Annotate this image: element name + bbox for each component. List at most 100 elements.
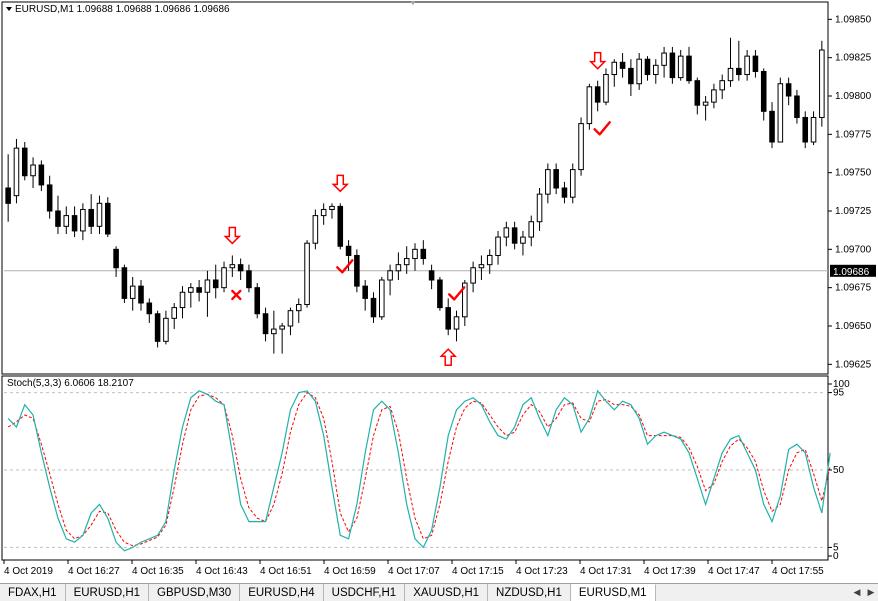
price-tick-label: 1.09650 [835, 321, 872, 332]
candle-bear [246, 270, 252, 289]
candle-bull [179, 291, 186, 309]
check-icon [336, 259, 354, 274]
candle-bear [237, 264, 244, 272]
time-tick-label: 4 Oct 17:15 [452, 566, 504, 577]
candle-bull [188, 287, 194, 293]
tab-eurusd-h4[interactable]: EURUSD,H4 [240, 584, 324, 601]
candle-bull [503, 227, 510, 238]
tab-bar-spacer [656, 584, 850, 601]
candles [5, 37, 825, 354]
candle-bear [769, 110, 775, 143]
candle-bull [204, 279, 211, 293]
price-tick-label: 1.09825 [835, 53, 872, 64]
candle-bull [403, 258, 410, 266]
candle-bear [196, 287, 202, 293]
candle-bear [802, 116, 809, 143]
indicator-panel [1, 375, 829, 561]
triangle-down-icon[interactable] [6, 7, 12, 11]
candle-bear [362, 285, 368, 299]
candle-bear [594, 86, 601, 103]
candle-bear [345, 245, 352, 256]
time-tick-label: 4 Oct 16:43 [196, 566, 248, 577]
tab-eurusd-m1[interactable]: EURUSD,M1 [570, 584, 656, 601]
stochastic-tick-label: 0 [833, 551, 839, 562]
tab-nzdusd-h1[interactable]: NZDUSD,H1 [488, 584, 571, 601]
candle-bull [569, 169, 576, 198]
candle-bear [5, 187, 11, 204]
candle-bull [677, 55, 684, 79]
symbol-info: EURUSD,M1 1.09688 1.09688 1.09686 1.0968… [15, 4, 230, 15]
time-axis: 4 Oct 2019 4 Oct 16:27 4 Oct 16:35 4 Oct 16… [3, 560, 824, 577]
candle-bull [412, 248, 418, 260]
price-tick-label: 1.09750 [835, 168, 872, 179]
candle-bear [794, 95, 800, 118]
candle-bull [719, 80, 725, 91]
tab-gbpusd-m30[interactable]: GBPUSD,M30 [149, 584, 241, 601]
candle-bear [21, 147, 28, 177]
current-price-label: 1.09686 [833, 267, 870, 278]
candle-bear [121, 267, 128, 299]
candle-bull [486, 254, 493, 266]
candle-bull [528, 221, 535, 238]
price-axis: 1.09850 1.09825 1.09800 1.09775 1.09750 1.097… [828, 14, 876, 370]
check-icon [448, 286, 466, 301]
tab-eurusd-h1[interactable]: EURUSD,H1 [66, 584, 150, 601]
candle-bear [370, 297, 377, 318]
candle-bear [644, 58, 651, 76]
candle-bull [379, 279, 385, 318]
time-tick-label: 4 Oct 17:07 [388, 566, 440, 577]
candle-bear [212, 279, 219, 289]
price-panel [1, 1, 829, 375]
candle-bull [312, 215, 319, 244]
price-tick-label: 1.09675 [835, 283, 872, 294]
candle-bear [760, 70, 767, 112]
candle-bear [337, 205, 344, 247]
candle-bull [661, 52, 667, 66]
tab-usdchf-h1[interactable]: USDCHF,H1 [324, 584, 406, 601]
signals [223, 51, 611, 366]
candle-bull [545, 169, 551, 195]
time-tick-label: 4 Oct 16:27 [68, 566, 120, 577]
candle-bull [163, 317, 169, 342]
check-icon [593, 121, 611, 136]
stochastic-tick-label: 5 [833, 542, 839, 553]
chevron-left-icon[interactable]: ◀ [853, 587, 861, 597]
chart-area[interactable]: EURUSD,M1 1.09688 1.09688 1.09686 1.0968… [0, 0, 878, 583]
candle-bear [669, 52, 676, 79]
candle-bull [495, 236, 501, 256]
candle-bull [744, 55, 750, 76]
candle-bear [138, 285, 144, 304]
candle-bull [63, 215, 70, 227]
candle-bear [71, 215, 78, 232]
candle-bear [146, 302, 153, 315]
candle-bear [254, 287, 261, 315]
candle-bull [271, 328, 277, 335]
tab-fdax-h1[interactable]: FDAX,H1 [0, 584, 66, 601]
one-click-trading-icon[interactable] [410, 1, 416, 5]
time-tick-label: 4 Oct 17:31 [580, 566, 632, 577]
candle-bear [437, 279, 443, 309]
price-tick-label: 1.09775 [835, 129, 872, 140]
cross-icon [231, 289, 242, 301]
candle-bull [279, 325, 285, 330]
candle-bull [636, 58, 642, 85]
candle-bear [561, 187, 568, 198]
candle-bull [287, 310, 294, 327]
candle-bear [445, 307, 451, 330]
stochastic-tick-label: 100 [833, 379, 850, 390]
candle-bear [785, 83, 792, 97]
candle-bear [428, 270, 435, 281]
candle-bear [686, 55, 692, 82]
candle-bull [295, 304, 302, 312]
price-tick-label: 1.09725 [835, 206, 872, 217]
candle-bull [603, 74, 609, 103]
time-tick-label: 4 Oct 16:59 [324, 566, 376, 577]
tab-xauusd-h1[interactable]: XAUUSD,H1 [405, 584, 489, 601]
candle-bull [171, 307, 177, 319]
candle-bull [320, 208, 327, 217]
candle-bear [420, 248, 427, 260]
candle-bull [462, 282, 468, 318]
candle-bull [395, 264, 402, 272]
chevron-right-icon[interactable]: ▶ [867, 587, 875, 597]
candle-bear [354, 254, 360, 287]
